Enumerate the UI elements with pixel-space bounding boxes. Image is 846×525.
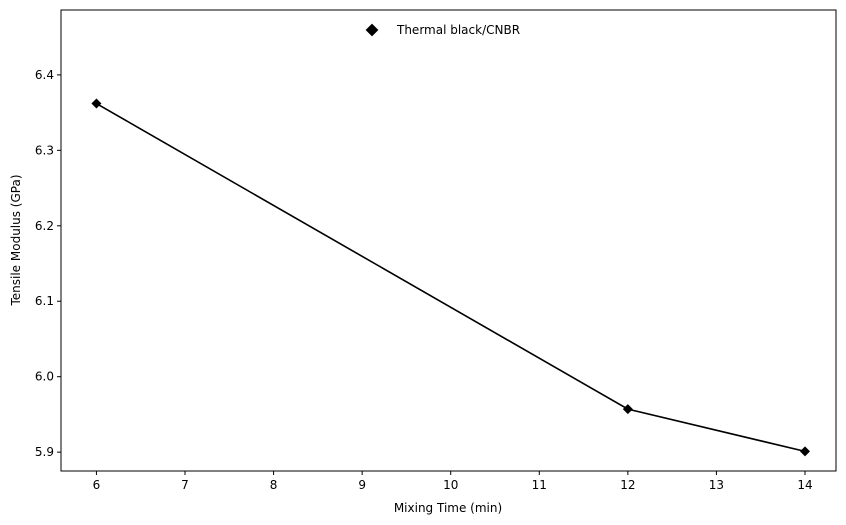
y-axis-title: Tensile Modulus (GPa) bbox=[9, 174, 23, 306]
y-tick-label: 6.1 bbox=[35, 294, 54, 308]
plot-area bbox=[60, 9, 837, 472]
x-tick-label: 9 bbox=[358, 478, 366, 492]
x-tick-label: 12 bbox=[620, 478, 635, 492]
x-tick-label: 13 bbox=[709, 478, 724, 492]
legend-label: Thermal black/CNBR bbox=[396, 23, 520, 37]
y-tick-label: 6.4 bbox=[35, 68, 54, 82]
legend: Thermal black/CNBR bbox=[365, 23, 520, 37]
series-layer bbox=[91, 98, 810, 457]
x-tick-label: 8 bbox=[270, 478, 278, 492]
x-tick-label: 10 bbox=[443, 478, 458, 492]
x-axis-title: Mixing Time (min) bbox=[394, 501, 502, 515]
data-point bbox=[622, 404, 633, 415]
x-tick-label: 7 bbox=[181, 478, 189, 492]
data-point bbox=[800, 446, 810, 457]
x-tick-label: 6 bbox=[93, 478, 101, 492]
y-axis: 5.9 6.0 6.1 6.2 6.3 6.4 bbox=[35, 68, 61, 459]
x-tick-label: 11 bbox=[532, 478, 547, 492]
y-tick-label: 6.2 bbox=[35, 219, 54, 233]
y-tick-label: 5.9 bbox=[35, 445, 54, 459]
legend-marker bbox=[365, 23, 379, 37]
x-tick-label: 14 bbox=[797, 478, 812, 492]
x-axis: 6 7 8 9 10 11 12 13 14 bbox=[93, 471, 813, 492]
y-tick-label: 6.0 bbox=[35, 370, 54, 384]
y-tick-label: 6.3 bbox=[35, 143, 54, 157]
data-point bbox=[91, 98, 102, 109]
